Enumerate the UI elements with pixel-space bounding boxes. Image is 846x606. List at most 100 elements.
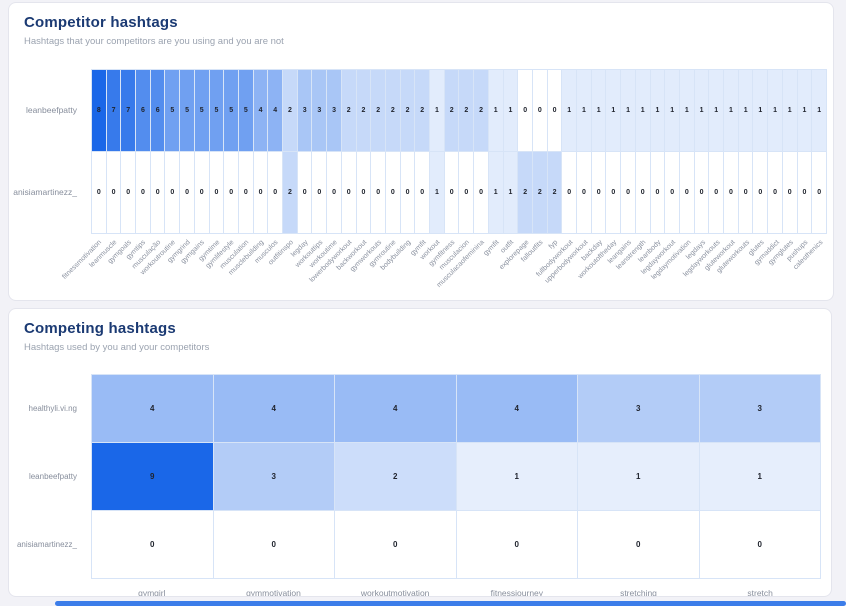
heatmap-cell[interactable]: 0 xyxy=(797,152,813,234)
heatmap-cell[interactable]: 2 xyxy=(444,70,460,152)
heatmap-cell[interactable]: 0 xyxy=(547,70,563,152)
heatmap-cell[interactable]: 1 xyxy=(724,70,739,152)
heatmap-cell[interactable]: 5 xyxy=(165,70,181,152)
heatmap-cell[interactable]: 0 xyxy=(518,70,533,152)
heatmap-cell[interactable]: 2 xyxy=(356,70,372,152)
heatmap-cell[interactable]: 0 xyxy=(694,152,710,234)
heatmap-cell[interactable]: 0 xyxy=(400,152,416,234)
heatmap-cell[interactable]: 4 xyxy=(335,375,457,443)
heatmap-cell[interactable]: 1 xyxy=(665,70,680,152)
heatmap-cell[interactable]: 1 xyxy=(635,70,651,152)
heatmap-cell[interactable]: 0 xyxy=(474,152,489,234)
heatmap-cell[interactable]: 2 xyxy=(459,70,475,152)
heatmap-cell[interactable]: 0 xyxy=(209,152,225,234)
heatmap-cell[interactable]: 0 xyxy=(385,152,401,234)
heatmap-cell[interactable]: 0 xyxy=(459,152,475,234)
heatmap-cell[interactable]: 0 xyxy=(180,152,195,234)
heatmap-cell[interactable]: 0 xyxy=(650,152,666,234)
heatmap-cell[interactable]: 0 xyxy=(562,152,578,234)
horizontal-scrollbar-thumb[interactable] xyxy=(55,601,846,606)
heatmap-cell[interactable]: 0 xyxy=(577,152,592,234)
heatmap-cell[interactable]: 1 xyxy=(562,70,578,152)
heatmap-cell[interactable]: 1 xyxy=(430,70,445,152)
heatmap-cell[interactable]: 6 xyxy=(150,70,166,152)
heatmap-cell[interactable]: 2 xyxy=(341,70,357,152)
heatmap-cell[interactable]: 0 xyxy=(709,152,725,234)
heatmap-cell[interactable]: 2 xyxy=(547,152,563,234)
heatmap-cell[interactable]: 5 xyxy=(238,70,254,152)
heatmap-cell[interactable]: 0 xyxy=(121,152,137,234)
heatmap-cell[interactable]: 1 xyxy=(456,443,578,511)
heatmap-cell[interactable]: 1 xyxy=(430,152,445,234)
heatmap-cell[interactable]: 5 xyxy=(180,70,195,152)
heatmap-cell[interactable]: 3 xyxy=(312,70,328,152)
heatmap-cell[interactable]: 0 xyxy=(335,511,457,579)
heatmap-cell[interactable]: 0 xyxy=(106,152,122,234)
heatmap-cell[interactable]: 0 xyxy=(782,152,798,234)
heatmap-cell[interactable]: 1 xyxy=(753,70,769,152)
heatmap-cell[interactable]: 2 xyxy=(283,70,298,152)
heatmap-cell[interactable]: 0 xyxy=(532,70,548,152)
heatmap-cell[interactable]: 0 xyxy=(238,152,254,234)
heatmap-cell[interactable]: 0 xyxy=(768,152,783,234)
heatmap-cell[interactable]: 7 xyxy=(121,70,137,152)
heatmap-cell[interactable]: 1 xyxy=(768,70,783,152)
heatmap-cell[interactable]: 0 xyxy=(356,152,372,234)
heatmap-cell[interactable]: 1 xyxy=(503,70,519,152)
heatmap-cell[interactable]: 2 xyxy=(400,70,416,152)
heatmap-cell[interactable]: 9 xyxy=(92,443,214,511)
heatmap-cell[interactable]: 0 xyxy=(194,152,210,234)
heatmap-cell[interactable]: 1 xyxy=(709,70,725,152)
heatmap-cell[interactable]: 2 xyxy=(518,152,533,234)
heatmap-cell[interactable]: 1 xyxy=(812,70,827,152)
heatmap-cell[interactable]: 0 xyxy=(699,511,821,579)
heatmap-cell[interactable]: 7 xyxy=(106,70,122,152)
heatmap-cell[interactable]: 3 xyxy=(578,375,700,443)
heatmap-cell[interactable]: 1 xyxy=(738,70,754,152)
heatmap-cell[interactable]: 1 xyxy=(578,443,700,511)
heatmap-cell[interactable]: 1 xyxy=(503,152,519,234)
heatmap-cell[interactable]: 3 xyxy=(699,375,821,443)
heatmap-cell[interactable]: 4 xyxy=(253,70,269,152)
heatmap-cell[interactable]: 0 xyxy=(591,152,607,234)
heatmap-cell[interactable]: 0 xyxy=(268,152,284,234)
heatmap-cell[interactable]: 0 xyxy=(224,152,239,234)
heatmap-cell[interactable]: 2 xyxy=(283,152,298,234)
heatmap-cell[interactable]: 0 xyxy=(92,152,107,234)
heatmap-cell[interactable]: 1 xyxy=(699,443,821,511)
heatmap-cell[interactable]: 1 xyxy=(797,70,813,152)
heatmap-cell[interactable]: 3 xyxy=(213,443,335,511)
heatmap-cell[interactable]: 4 xyxy=(213,375,335,443)
heatmap-cell[interactable]: 1 xyxy=(488,70,504,152)
heatmap-cell[interactable]: 3 xyxy=(327,70,342,152)
heatmap-cell[interactable]: 0 xyxy=(635,152,651,234)
heatmap-cell[interactable]: 0 xyxy=(621,152,636,234)
heatmap-cell[interactable]: 0 xyxy=(679,152,695,234)
heatmap-cell[interactable]: 8 xyxy=(92,70,107,152)
heatmap-cell[interactable]: 0 xyxy=(327,152,342,234)
heatmap-cell[interactable]: 1 xyxy=(782,70,798,152)
heatmap-cell[interactable]: 0 xyxy=(456,511,578,579)
heatmap-cell[interactable]: 1 xyxy=(488,152,504,234)
heatmap-cell[interactable]: 0 xyxy=(738,152,754,234)
heatmap-cell[interactable]: 0 xyxy=(312,152,328,234)
heatmap-cell[interactable]: 3 xyxy=(297,70,313,152)
heatmap-cell[interactable]: 0 xyxy=(812,152,827,234)
heatmap-cell[interactable]: 4 xyxy=(456,375,578,443)
heatmap-cell[interactable]: 2 xyxy=(335,443,457,511)
heatmap-cell[interactable]: 2 xyxy=(385,70,401,152)
heatmap-cell[interactable]: 4 xyxy=(92,375,214,443)
heatmap-cell[interactable]: 0 xyxy=(165,152,181,234)
heatmap-cell[interactable]: 0 xyxy=(253,152,269,234)
heatmap-cell[interactable]: 2 xyxy=(474,70,489,152)
heatmap-cell[interactable]: 6 xyxy=(136,70,151,152)
heatmap-cell[interactable]: 0 xyxy=(415,152,431,234)
heatmap-cell[interactable]: 0 xyxy=(150,152,166,234)
heatmap-cell[interactable]: 2 xyxy=(532,152,548,234)
heatmap-cell[interactable]: 1 xyxy=(606,70,622,152)
heatmap-cell[interactable]: 1 xyxy=(650,70,666,152)
heatmap-cell[interactable]: 0 xyxy=(341,152,357,234)
heatmap-cell[interactable]: 1 xyxy=(679,70,695,152)
heatmap-cell[interactable]: 0 xyxy=(371,152,386,234)
heatmap-cell[interactable]: 0 xyxy=(136,152,151,234)
